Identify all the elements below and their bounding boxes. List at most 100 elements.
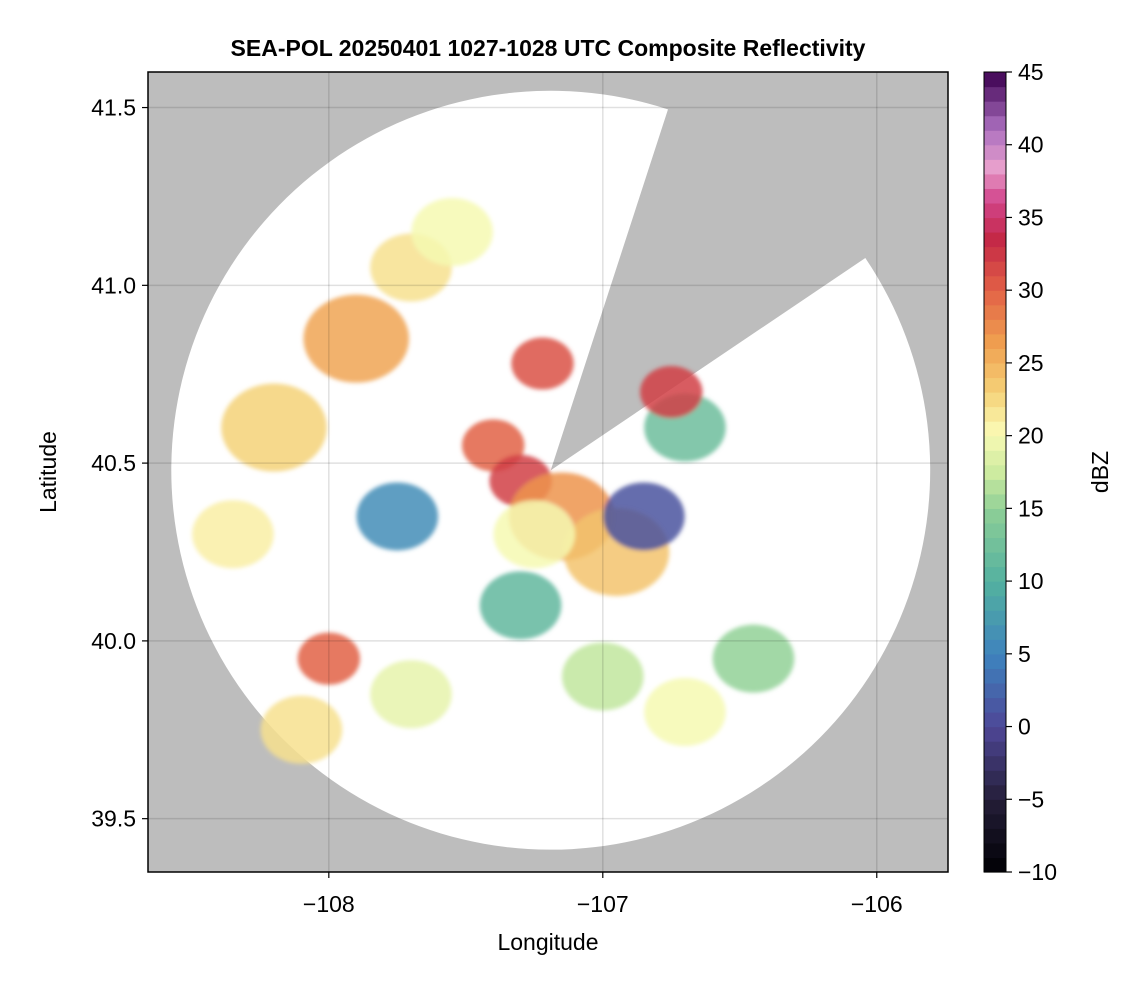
colorbar-segment [984,537,1006,553]
colorbar-tick-label: −5 [1018,786,1044,812]
colorbar-segment [984,741,1006,757]
echo-cell [370,660,452,729]
echo-cell [297,632,361,685]
colorbar-segment [984,435,1006,451]
colorbar-segment [984,421,1006,437]
colorbar-segment [984,464,1006,480]
echo-cell [303,294,410,383]
chart-title: SEA-POL 20250401 1027-1028 UTC Composite… [231,35,866,61]
colorbar-tick-label: 35 [1018,204,1044,230]
colorbar-segment [984,653,1006,669]
colorbar-segment [984,842,1006,859]
echo-cell [192,500,274,569]
colorbar-tick-label: 30 [1018,277,1044,303]
colorbar-segment [984,275,1006,291]
echo-cell [479,571,562,640]
colorbar-segment [984,770,1006,786]
colorbar-segment [984,406,1006,422]
colorbar-segment [984,144,1006,160]
colorbar-segment [984,377,1006,393]
grid-lines [148,72,948,872]
echo-cell [493,500,576,569]
colorbar-segment [984,290,1006,306]
echo-cell [640,366,703,418]
reflectivity-echoes [192,198,795,764]
colorbar-segment [984,232,1006,248]
echo-cell [356,482,439,551]
colorbar-segment [984,130,1006,146]
y-tick-label: 40.0 [91,628,136,654]
colorbar-tick-label: 10 [1018,568,1044,594]
colorbar-segment [984,828,1006,844]
echo-cell [511,337,574,390]
colorbar-tick-label: 25 [1018,350,1044,376]
colorbar-segment [984,304,1006,320]
colorbar-segment [984,261,1006,277]
echo-cell [260,695,343,764]
colorbar-segment [984,188,1006,204]
x-tick-label: −106 [851,891,903,917]
colorbar-segment [984,755,1006,771]
colorbar-segment [984,159,1006,175]
colorbar-segment [984,522,1006,539]
colorbar-segment [984,784,1006,800]
colorbar-segment [984,202,1006,219]
echo-cell [561,642,644,711]
x-tick-label: −108 [303,891,355,917]
y-axis-ticks: 39.5 40.0 40.5 41.0 41.5 [91,95,148,832]
colorbar-segment [984,668,1006,684]
colorbar-segment [984,72,1006,88]
colorbar-segment [984,392,1006,408]
colorbar-segment [984,319,1006,335]
colorbar-segment [984,508,1006,524]
y-axis-label: Latitude [35,431,61,513]
colorbar-segment [984,246,1006,262]
colorbar-segment [984,682,1006,699]
colorbar-segment [984,610,1006,626]
colorbar-segment [984,217,1006,233]
colorbar-tick-label: 20 [1018,423,1044,449]
colorbar-segment [984,450,1006,466]
colorbar-tick-label: 5 [1018,641,1031,667]
colorbar-tick-label: 0 [1018,714,1031,740]
colorbar-segment [984,624,1006,640]
colorbar-segment [984,333,1006,349]
echo-cell [603,482,685,551]
colorbar-segment [984,552,1006,568]
plot-frame [147,71,949,873]
echo-cell [644,678,726,746]
colorbar-segment [984,799,1006,815]
echo-cell [221,383,327,472]
colorbar-segment [984,493,1006,509]
colorbar-segment [984,726,1006,742]
colorbar-segment [984,813,1006,829]
y-tick-label: 39.5 [91,806,136,832]
colorbar-tick-label: 15 [1018,495,1044,521]
colorbar-segment [984,173,1006,189]
colorbar-segment [984,581,1006,597]
colorbar-segment [984,712,1006,728]
echo-cell [712,624,795,693]
colorbar-frame [983,71,1007,873]
colorbar-segment [984,101,1006,117]
x-axis-ticks: −108 −107 −106 [303,872,903,917]
colorbar-tick-label: 40 [1018,132,1044,158]
colorbar-segment [984,697,1006,713]
y-tick-label: 40.5 [91,450,136,476]
colorbar-segment [984,115,1006,131]
colorbar-label: dBZ [1087,451,1113,493]
y-tick-label: 41.0 [91,272,136,298]
y-tick-label: 41.5 [91,95,136,121]
colorbar-tick-label: −10 [1018,859,1057,885]
colorbar-segment [984,595,1006,611]
colorbar: −10 −5 0 5 10 15 20 25 30 35 40 45 [983,59,1057,885]
x-axis-label: Longitude [497,929,598,955]
colorbar-segment [984,639,1006,655]
colorbar-tick-label: 45 [1018,59,1044,85]
x-tick-label: −107 [577,891,629,917]
echo-cell [411,198,493,266]
colorbar-segment [984,566,1006,582]
colorbar-segment [984,348,1006,364]
colorbar-segment [984,857,1006,873]
